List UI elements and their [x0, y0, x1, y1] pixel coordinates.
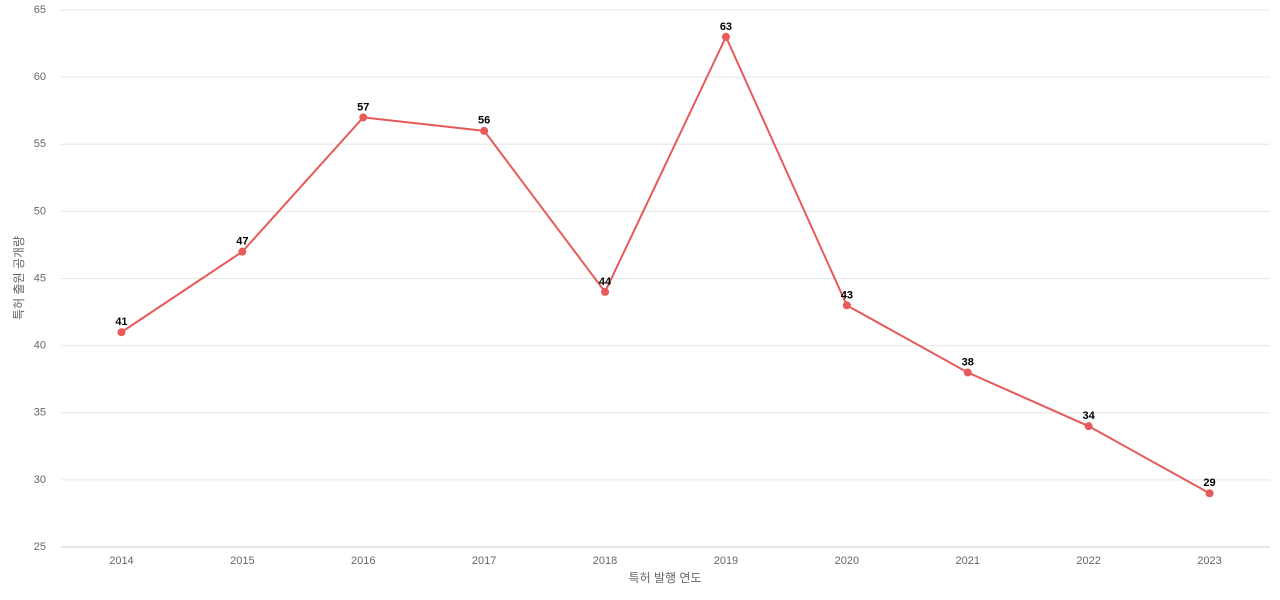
- x-tick-label: 2022: [1076, 555, 1100, 567]
- value-label: 56: [478, 115, 490, 127]
- point: [117, 328, 126, 337]
- value-label: 41: [115, 316, 127, 328]
- line: [120, 34, 1211, 495]
- value-label: 29: [1203, 477, 1215, 489]
- y-tick-label: 50: [34, 205, 46, 217]
- x-tick-label: 2019: [714, 555, 738, 567]
- x-tick-label: 2020: [835, 555, 859, 567]
- y-tick-label: 60: [34, 71, 46, 83]
- y-tick-label: 30: [34, 474, 46, 486]
- y-tick-label: 35: [34, 407, 46, 419]
- x-tick-label: 2016: [351, 555, 375, 567]
- x-axis-title: 특허 발행 연도: [629, 570, 702, 585]
- x-tick-label: 2015: [230, 555, 254, 567]
- x-tick-label: 2021: [956, 555, 980, 567]
- y-tick-label: 25: [34, 541, 46, 553]
- point: [842, 301, 851, 310]
- y-axis-title: 특허 출원 공개량: [12, 236, 26, 320]
- point: [359, 113, 368, 122]
- value-label: 43: [841, 289, 853, 301]
- point: [721, 32, 730, 41]
- y-tick-label: 55: [34, 138, 46, 150]
- value-label: 47: [236, 236, 248, 248]
- value-label: 57: [357, 101, 369, 113]
- point: [601, 287, 610, 296]
- x-tick-label: 2017: [472, 555, 496, 567]
- point: [480, 126, 489, 135]
- value-label: 44: [599, 276, 612, 288]
- point: [1205, 489, 1214, 498]
- point: [1084, 422, 1093, 431]
- point: [963, 368, 972, 377]
- x-tick-label: 2023: [1197, 555, 1221, 567]
- x-tick-label: 2018: [593, 555, 617, 567]
- y-tick-label: 40: [34, 340, 46, 352]
- x-tick-label: 2014: [109, 555, 133, 567]
- value-label: 38: [962, 356, 974, 368]
- y-tick-label: 65: [34, 4, 46, 16]
- value-label: 63: [720, 21, 732, 33]
- y-tick-label: 45: [34, 272, 46, 284]
- point: [238, 247, 247, 256]
- value-label: 34: [1083, 410, 1096, 422]
